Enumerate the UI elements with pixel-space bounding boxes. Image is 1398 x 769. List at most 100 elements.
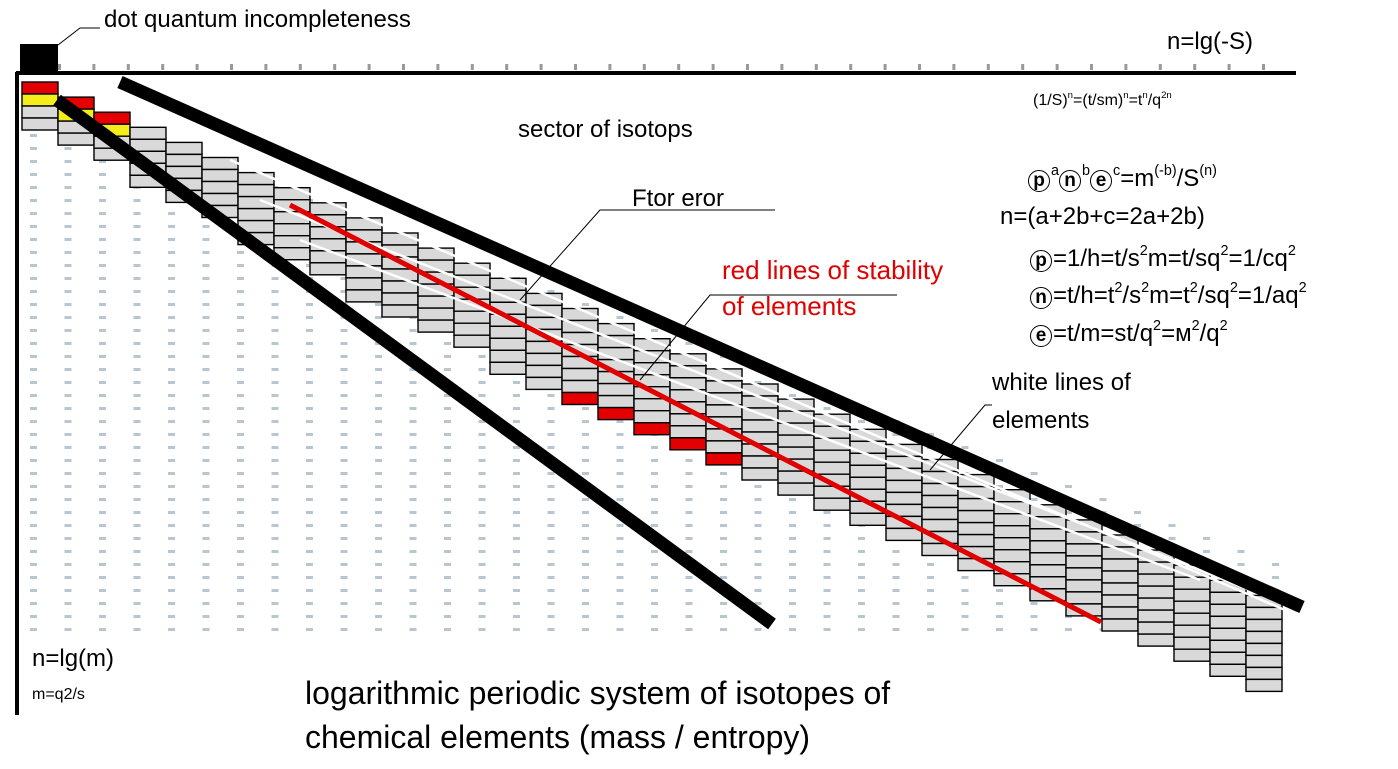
dot-mark [202,251,210,254]
dot-mark [271,446,279,449]
dot-mark [547,446,555,449]
dot-mark [99,615,106,618]
dot-mark [409,628,417,631]
dot-mark [30,329,37,332]
dot-mark [64,160,72,163]
isotope-cell [1065,579,1103,593]
dot-mark [340,342,348,345]
dot-mark [513,576,520,579]
isotope-cell [849,476,887,490]
dot-mark [789,615,796,618]
dot-mark [1030,628,1038,631]
dot-mark [651,576,658,579]
dot-mark [892,589,900,592]
dot-mark [99,342,106,345]
dot-mark [168,238,175,241]
neutron-formula: n =t/h=t2/s2m=t2/sq2=1/aq2 [1030,281,1307,310]
axis-tick [1090,64,1093,70]
dot-mark [513,459,520,462]
dot-mark [168,277,175,280]
isotope-cell [705,452,743,466]
dot-mark [582,433,589,436]
dot-mark [375,498,382,501]
dot-mark [168,303,175,306]
dot-mark [30,316,37,319]
dot-mark [168,342,175,345]
isotope-cell [597,406,635,421]
dot-mark [306,576,313,579]
dot-mark [547,537,555,540]
isotope-cell [345,289,383,303]
dot-mark [823,589,831,592]
axis-tick [505,64,509,70]
dot-mark [720,537,727,540]
isotope-cell [21,117,59,131]
dot-mark [237,355,244,358]
dot-mark [99,251,106,254]
dot-mark [375,433,382,436]
dot-mark [237,277,244,280]
dot-mark [340,628,348,631]
dot-mark [720,511,727,514]
isotope-cell [957,533,995,548]
dot-mark [271,420,279,423]
dot-mark [444,342,451,345]
red-lines-label-1: red lines of stability [722,255,944,285]
dot-mark [30,238,37,241]
dot-mark [168,537,175,540]
dot-mark [306,381,313,384]
dot-mark [375,550,382,553]
dot-mark [237,472,244,475]
dot-mark [99,368,106,371]
dot-mark [168,498,175,501]
dot-mark [99,446,106,449]
dot-mark [133,615,141,618]
dot-mark [202,550,210,553]
dot-mark [133,381,141,384]
dot-mark [513,394,520,397]
dot-mark [133,264,141,267]
dot-mark [64,342,72,345]
dot-mark [444,446,451,449]
dot-mark [513,602,520,605]
dot-mark [340,394,348,397]
dot-mark [168,550,175,553]
dot-mark [133,407,141,410]
isotope-cell [1101,582,1139,596]
dot-mark [30,576,37,579]
dot-mark [513,420,520,423]
dot-mark [237,342,244,345]
dot-mark [651,602,658,605]
dot-mark [306,394,313,397]
dot-mark [547,472,555,475]
dot-mark [754,524,762,527]
isotope-cell [1101,558,1139,572]
dot-mark [1168,524,1176,527]
isotope-cell [525,364,563,379]
isotope-cell [849,512,887,526]
dot-mark [306,303,313,306]
dot-mark [202,472,210,475]
isotope-cell [561,391,599,406]
dot-mark [375,355,382,358]
dot-mark [30,472,37,475]
dot-mark [271,316,279,319]
dot-mark [99,225,106,228]
dot-mark [582,511,589,514]
isotope-cell [237,207,275,222]
dot-mark [64,394,72,397]
dot-mark [375,628,382,631]
dot-mark [64,602,72,605]
dot-mark [582,615,589,618]
dot-mark [133,498,141,501]
dot-mark [858,589,865,592]
dot-mark [64,550,72,553]
dot-mark [30,251,37,254]
dot-mark [685,472,693,475]
dot-mark [582,537,589,540]
dot-mark [168,576,175,579]
mass-definition: m=q2/s [32,686,85,703]
dot-mark [133,316,141,319]
dot-mark [237,381,244,384]
axis-tick [642,64,646,70]
